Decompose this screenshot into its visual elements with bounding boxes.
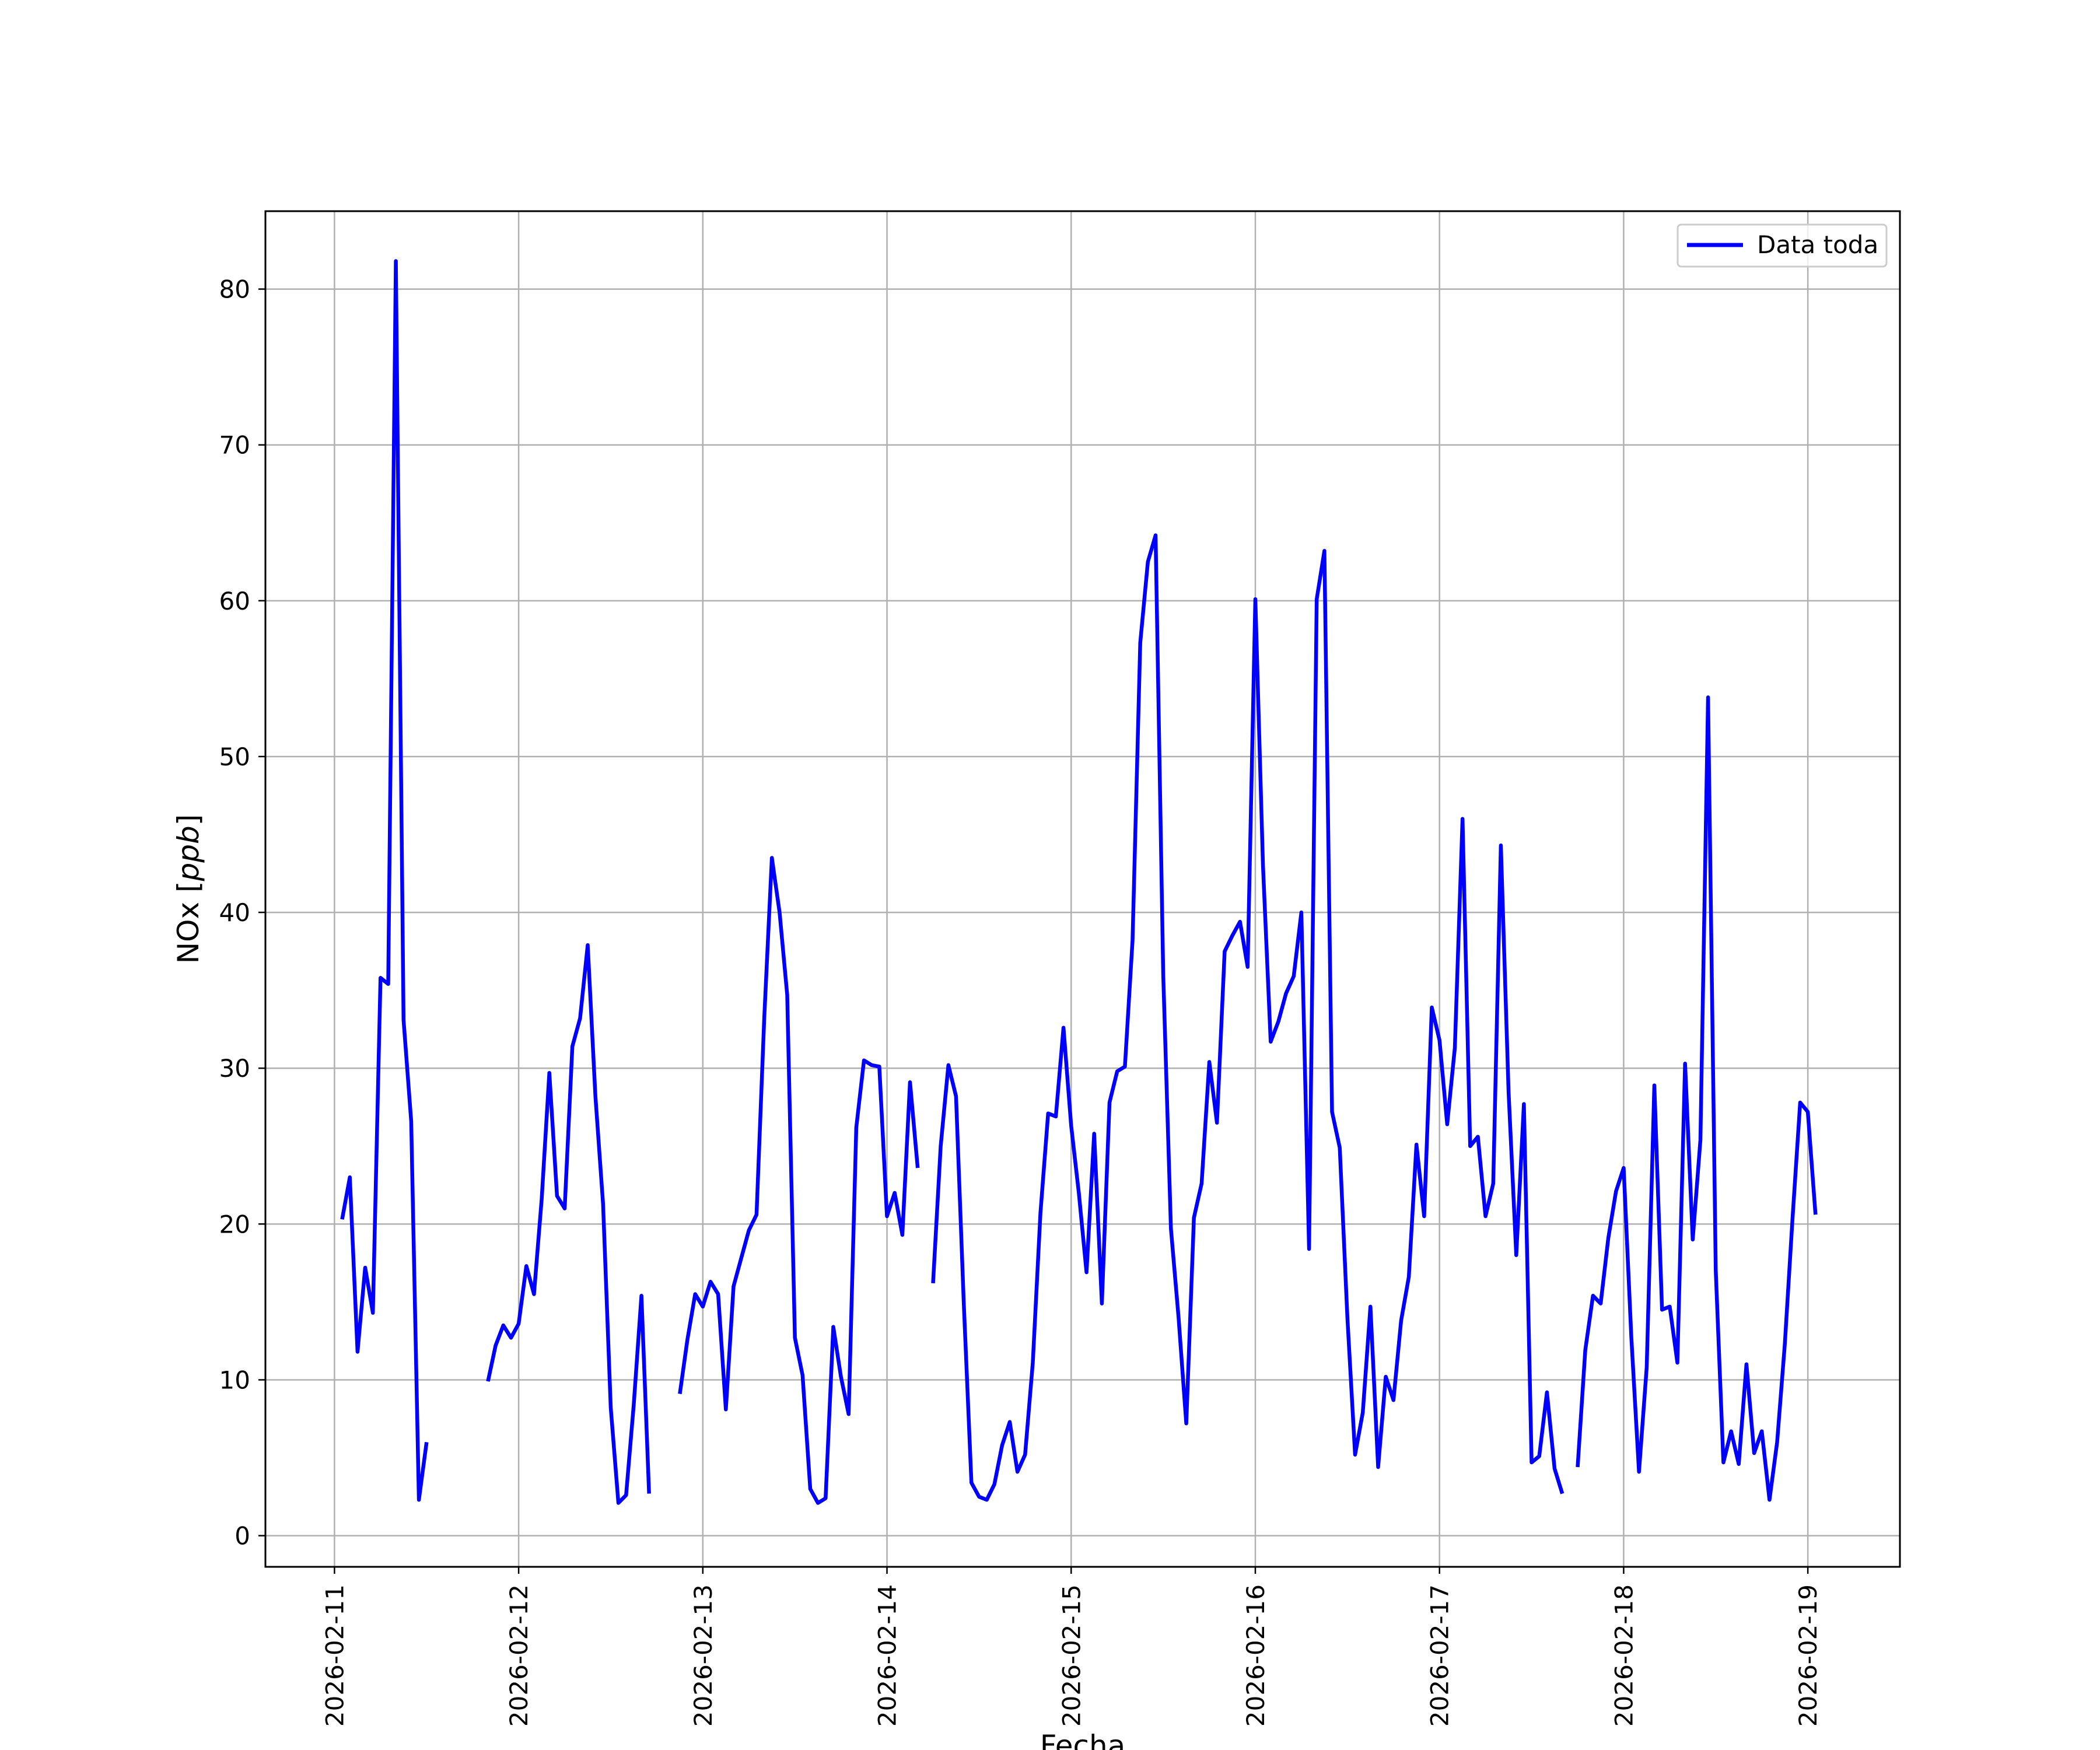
y-tick-label: 40 <box>219 898 250 927</box>
legend-box <box>1676 223 1888 268</box>
y-axis-label-text: NOx [ <box>172 881 205 964</box>
series-line-segment <box>678 856 920 1505</box>
y-tick-label: 10 <box>219 1366 250 1394</box>
series-line-segment <box>1576 695 1818 1502</box>
series-line-segment <box>340 259 429 1502</box>
y-tick-label: 80 <box>219 275 250 304</box>
series-layer <box>340 259 1818 1505</box>
y-tick-label: 20 <box>219 1210 250 1238</box>
series-line-segment <box>931 533 1564 1502</box>
legend: Data toda <box>1676 223 1888 268</box>
y-tick-label: 60 <box>219 587 250 615</box>
plot-frame <box>264 210 1901 1568</box>
x-tick-label: 2026-02-16 <box>1241 1584 1270 1727</box>
y-axis-label: NOx [ppb] <box>172 814 205 964</box>
legend-label: Data toda <box>1757 230 1878 259</box>
x-tick-label: 2026-02-13 <box>689 1584 718 1727</box>
x-tick-label: 2026-02-15 <box>1057 1584 1086 1727</box>
x-tick-label: 2026-02-12 <box>505 1584 533 1727</box>
y-tick-label: 70 <box>219 431 250 460</box>
x-tick-label: 2026-02-17 <box>1426 1584 1454 1727</box>
y-axis-label-close: ] <box>172 814 205 826</box>
y-tick-label: 0 <box>235 1522 250 1550</box>
x-tick-label: 2026-02-19 <box>1794 1584 1822 1727</box>
y-tick-label: 30 <box>219 1054 250 1083</box>
series-line-segment <box>486 943 651 1505</box>
x-tick-label: 2026-02-11 <box>320 1584 349 1727</box>
ticks: 0 10 20 30 40 50 60 70 80 2026-02-11 2026-02-12 202… <box>219 275 1823 1727</box>
y-tick-label: 50 <box>219 743 250 771</box>
x-tick-label: 2026-02-14 <box>873 1584 902 1727</box>
x-axis-label: Fecha <box>1040 1729 1126 1750</box>
y-axis-label-unit: ppb <box>172 825 205 881</box>
x-tick-label: 2026-02-18 <box>1609 1584 1638 1727</box>
